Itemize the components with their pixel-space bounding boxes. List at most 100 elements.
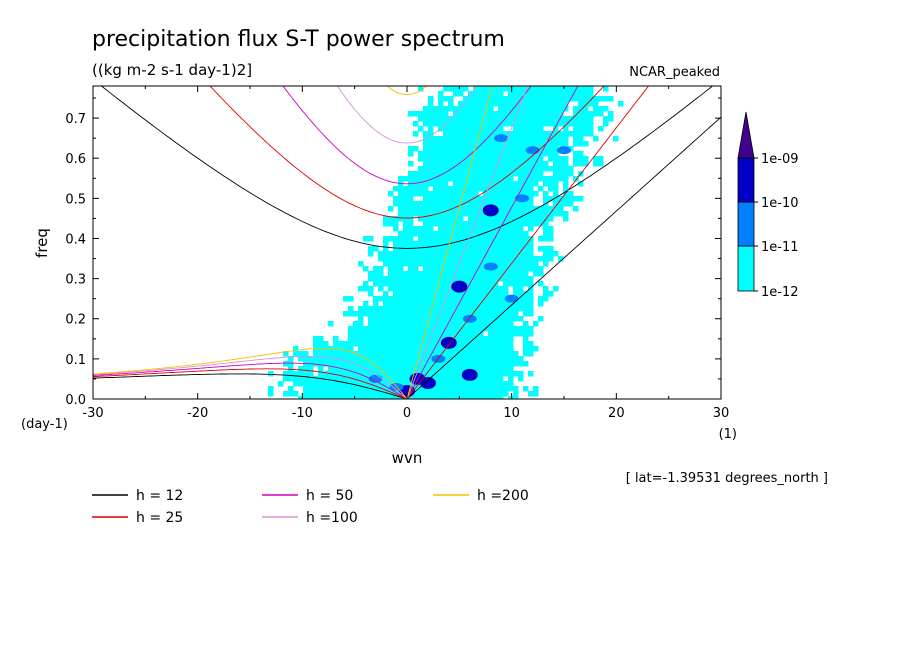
- heat-cell-level-0: [398, 311, 404, 317]
- heat-cell-level-0: [458, 106, 464, 112]
- heat-cell-level-0: [513, 286, 519, 292]
- heat-cell-level-0: [373, 331, 379, 337]
- heat-cell-level-0: [423, 121, 429, 127]
- heat-cell-level-0: [428, 286, 434, 292]
- heat-cell-level-0: [368, 311, 374, 317]
- heat-cell-level-0: [483, 176, 489, 182]
- heat-cell-level-0: [498, 176, 504, 182]
- heat-cell-level-0: [543, 146, 549, 152]
- heat-cell-level-0: [513, 96, 519, 102]
- heat-cell-level-0: [418, 126, 424, 132]
- heat-cell-level-0: [408, 111, 414, 117]
- heat-cell-level-0: [413, 361, 419, 367]
- heat-cell-level-0: [443, 146, 449, 152]
- heat-cell-level-0: [408, 351, 414, 357]
- heat-cell-level-0: [473, 381, 479, 387]
- heat-cell-level-0: [463, 306, 469, 312]
- heat-cell-level-0: [523, 186, 529, 192]
- heat-cell-level-0: [303, 391, 309, 397]
- x-units-label: (1): [719, 427, 737, 442]
- heat-cell-level-0: [498, 191, 504, 197]
- heat-cell-level-0: [508, 136, 514, 142]
- heat-cell-level-0: [483, 186, 489, 192]
- heat-cell-level-0: [328, 356, 334, 362]
- heat-cell-level-0: [473, 226, 479, 232]
- heat-cell-level-0: [438, 211, 444, 217]
- heat-cell-level-0: [513, 86, 519, 92]
- heat-cell-level-0: [458, 251, 464, 257]
- heat-cell-level-0: [388, 296, 394, 302]
- heat-cell-level-0: [463, 331, 469, 337]
- heat-cell-level-0: [528, 311, 534, 317]
- heat-cell-level-0: [483, 136, 489, 142]
- heat-cell-level-0: [338, 376, 344, 382]
- heat-cell-level-0: [558, 141, 564, 147]
- heat-cell-level-0: [548, 231, 554, 237]
- heat-cell-level-0: [473, 96, 479, 102]
- heat-cell-level-0: [398, 216, 404, 222]
- heat-cell-level-0: [373, 266, 379, 272]
- heat-cell-level-0: [498, 201, 504, 207]
- heat-cell-level-0: [528, 306, 534, 312]
- heat-cell-level-0: [413, 321, 419, 327]
- heat-cell-level-0: [423, 256, 429, 262]
- heat-cell-level-0: [393, 376, 399, 382]
- heat-cell-level-0: [388, 356, 394, 362]
- heat-cell-level-0: [398, 346, 404, 352]
- heat-cell-level-0: [358, 376, 364, 382]
- heat-cell-level-0: [468, 391, 474, 397]
- heat-cell-level-0: [518, 106, 524, 112]
- heat-cell-level-0: [553, 211, 559, 217]
- heat-cell-level-0: [463, 396, 469, 399]
- heat-cell-level-0: [508, 301, 514, 307]
- heat-cell-level-0: [363, 266, 369, 272]
- heat-cell-level-0: [538, 186, 544, 192]
- heat-cell-level-0: [418, 241, 424, 247]
- heat-cell-level-0: [548, 146, 554, 152]
- heat-cell-level-0: [508, 221, 514, 227]
- heat-cell-level-0: [418, 301, 424, 307]
- heat-cell-level-0: [283, 361, 289, 367]
- heat-cell-level-0: [463, 336, 469, 342]
- heat-cell-level-0: [488, 361, 494, 367]
- heat-cell-level-0: [558, 196, 564, 202]
- heat-cell-level-0: [493, 246, 499, 252]
- heat-cell-level-0: [398, 301, 404, 307]
- heat-cell-level-0: [338, 356, 344, 362]
- legend-entry-label: h = 50: [306, 488, 353, 504]
- heat-cell-level-0: [553, 206, 559, 212]
- heat-cell-level-0: [473, 351, 479, 357]
- heat-cell-level-0: [583, 101, 589, 107]
- heat-cell-level-0: [363, 371, 369, 377]
- heat-cell-level-1: [483, 262, 498, 271]
- heat-cell-level-0: [478, 151, 484, 157]
- heat-cell-level-0: [428, 276, 434, 282]
- heat-cell-level-0: [458, 391, 464, 397]
- heat-cell-level-0: [583, 96, 589, 102]
- heat-cell-level-0: [508, 151, 514, 157]
- heat-cell-level-0: [433, 161, 439, 167]
- heat-cell-level-0: [498, 226, 504, 232]
- kelvin-wave-curve: [406, 86, 579, 399]
- heat-cell-level-0: [513, 361, 519, 367]
- heat-cell-level-0: [468, 386, 474, 392]
- chart-subtitle: ((kg m-2 s-1 day-1)2]: [92, 61, 252, 79]
- heat-cell-level-0: [378, 281, 384, 287]
- heat-cell-level-2: [419, 376, 436, 389]
- heat-cell-level-0: [513, 246, 519, 252]
- heat-cell-level-0: [398, 196, 404, 202]
- heat-cell-level-0: [508, 121, 514, 127]
- heat-cell-level-0: [598, 156, 604, 162]
- heat-cell-level-0: [403, 361, 409, 367]
- heat-cell-level-0: [408, 396, 414, 399]
- heat-cell-level-0: [483, 261, 489, 267]
- heat-cell-level-0: [418, 176, 424, 182]
- heat-cell-level-0: [308, 391, 314, 397]
- heat-cell-level-0: [478, 196, 484, 202]
- heat-cell-level-0: [513, 281, 519, 287]
- heat-cell-level-0: [413, 346, 419, 352]
- heat-cell-level-0: [483, 246, 489, 252]
- heat-cell-level-0: [548, 181, 554, 187]
- heat-cell-level-0: [398, 296, 404, 302]
- heat-cell-level-0: [503, 236, 509, 242]
